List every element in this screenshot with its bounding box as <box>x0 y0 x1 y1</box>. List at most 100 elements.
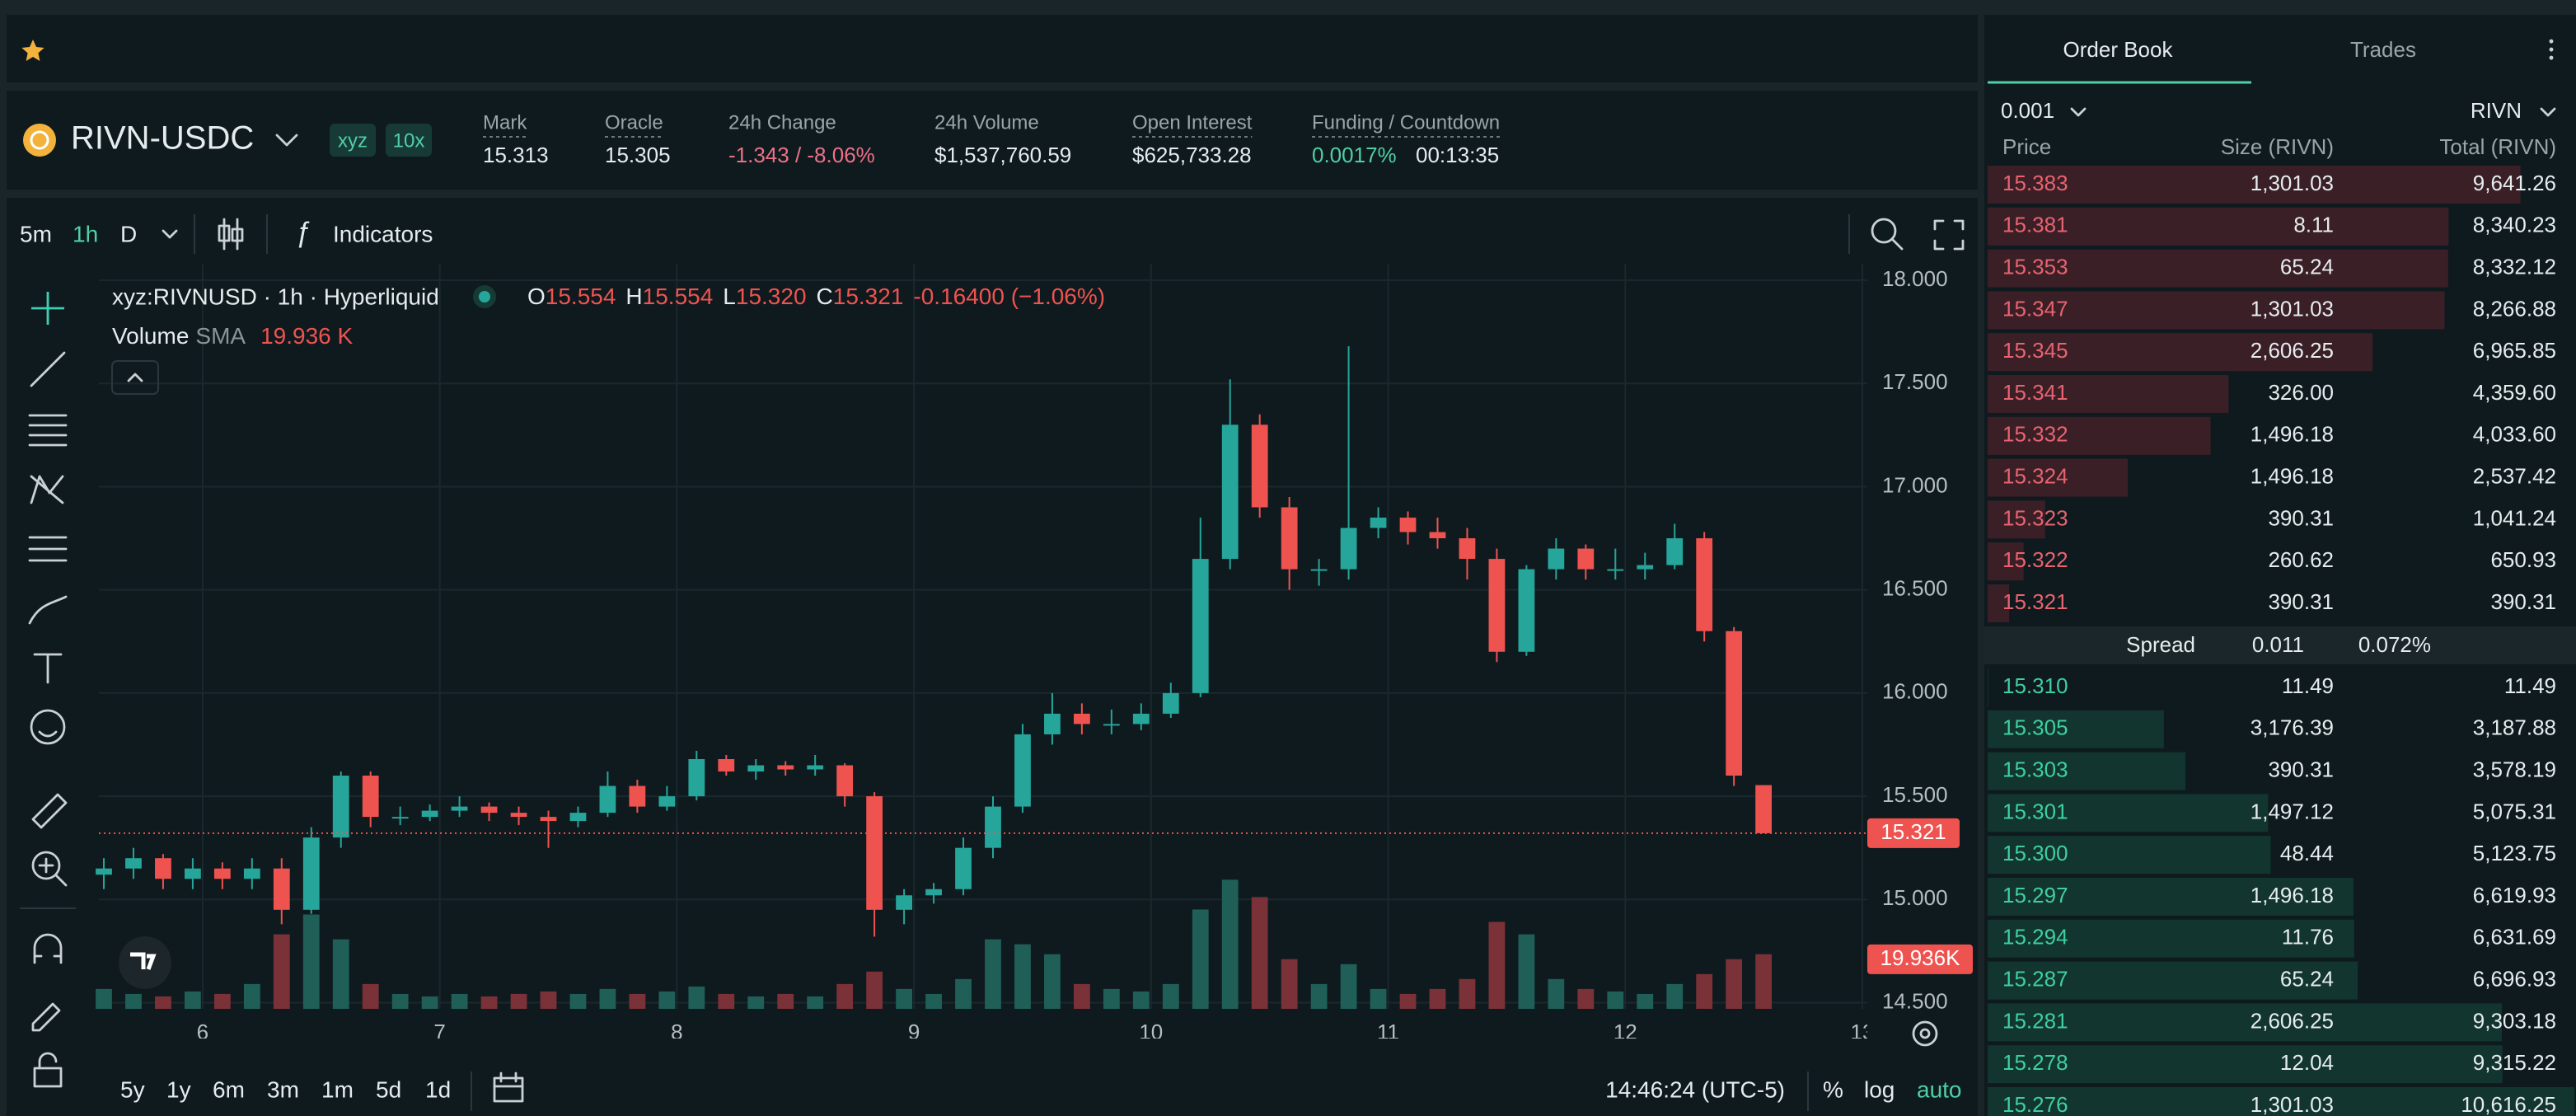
scale-option[interactable]: % <box>1823 1076 1843 1102</box>
scale-option[interactable]: auto <box>1917 1076 1962 1102</box>
symbol-dropdown[interactable] <box>275 134 298 147</box>
lock-tool[interactable] <box>33 1052 63 1088</box>
candle-body <box>688 758 705 797</box>
date-range-icon[interactable] <box>493 1071 524 1103</box>
price[interactable]: 15.301 <box>2002 799 2068 823</box>
size: 11.76 <box>2282 925 2334 950</box>
price[interactable]: 15.276 <box>2002 1092 2068 1116</box>
zoom-icon[interactable] <box>1871 218 1904 251</box>
range-button[interactable]: 5d <box>376 1076 401 1102</box>
price[interactable]: 15.305 <box>2002 715 2068 740</box>
indicators-button[interactable]: Indicators <box>333 221 433 246</box>
range-button[interactable]: 1m <box>321 1076 354 1102</box>
total: 3,578.19 <box>2473 757 2556 781</box>
price[interactable]: 15.287 <box>2002 966 2068 991</box>
candle-body <box>1310 569 1328 571</box>
tick-size[interactable]: 0.001 <box>2001 98 2054 123</box>
price[interactable]: 15.310 <box>2002 673 2068 698</box>
interval-button[interactable]: D <box>120 221 137 246</box>
candle-body <box>421 810 438 818</box>
price[interactable]: 15.278 <box>2002 1050 2068 1075</box>
volume-bar <box>1370 988 1387 1009</box>
volume-bar <box>688 986 705 1009</box>
tick-dropdown[interactable] <box>2070 107 2087 117</box>
brush-tool[interactable] <box>28 595 68 625</box>
top-bar <box>7 15 1978 82</box>
candle-body <box>1399 518 1417 532</box>
chart-settings-icon[interactable] <box>1912 1020 1938 1047</box>
price[interactable]: 15.341 <box>2002 380 2068 405</box>
interval-button[interactable]: 1h <box>73 221 98 246</box>
symbol[interactable]: RIVN-USDC <box>71 120 254 157</box>
tab[interactable]: Trades <box>2350 37 2416 62</box>
candle-body <box>1073 713 1090 724</box>
total: 9,641.26 <box>2473 171 2556 195</box>
ruler-tool[interactable] <box>31 793 68 829</box>
y-tick-label: 17.000 <box>1882 472 1948 497</box>
column-header: Size (RIVN) <box>2221 134 2334 159</box>
volume-bar <box>510 993 527 1009</box>
scale-option[interactable]: log <box>1864 1076 1895 1102</box>
price[interactable]: 15.321 <box>2002 589 2068 614</box>
price[interactable]: 15.297 <box>2002 883 2068 907</box>
price[interactable]: 15.323 <box>2002 505 2068 530</box>
candle-body <box>1666 538 1684 565</box>
price[interactable]: 15.381 <box>2002 213 2068 237</box>
tab[interactable]: Order Book <box>2063 37 2174 62</box>
volume-bar <box>836 983 854 1009</box>
price[interactable]: 15.383 <box>2002 171 2068 195</box>
price[interactable]: 15.294 <box>2002 925 2068 950</box>
volume-bar <box>1518 934 1535 1009</box>
depth-bar <box>1988 584 2010 622</box>
candle-body <box>1755 785 1773 833</box>
candle-type-icon[interactable] <box>218 218 244 251</box>
candle-body <box>243 868 260 879</box>
volume-bar <box>1014 944 1031 1009</box>
candle-body <box>807 765 824 770</box>
price[interactable]: 15.332 <box>2002 422 2068 447</box>
collapse-icon[interactable] <box>127 373 143 382</box>
fib-tool[interactable] <box>28 414 68 447</box>
price[interactable]: 15.303 <box>2002 757 2068 781</box>
interval-button[interactable]: 5m <box>20 221 52 246</box>
candle-body <box>273 868 290 910</box>
price[interactable]: 15.281 <box>2002 1008 2068 1033</box>
range-button[interactable]: 6m <box>213 1076 245 1102</box>
candle-body <box>1607 569 1624 571</box>
trendline-tool[interactable] <box>30 351 66 387</box>
range-button[interactable]: 3m <box>267 1076 299 1102</box>
ohlc-key: C <box>817 284 833 309</box>
zoom-tool[interactable] <box>31 851 68 887</box>
price[interactable]: 15.324 <box>2002 463 2068 488</box>
range-button[interactable]: 1d <box>425 1076 451 1102</box>
fullscreen-icon[interactable] <box>1933 219 1965 251</box>
ohlc-change: -0.16400 (−1.06%) <box>913 284 1105 309</box>
volume-bar <box>391 993 409 1009</box>
size-unit[interactable]: RIVN <box>2471 98 2522 123</box>
range-button[interactable]: 1y <box>166 1076 191 1102</box>
favorite-star[interactable] <box>21 40 44 61</box>
volume-legend: Volume SMA 19.936 K <box>112 323 354 349</box>
lock-drawing-tool[interactable] <box>31 1002 61 1032</box>
volume-bar <box>1637 993 1654 1009</box>
range-button[interactable]: 5y <box>120 1076 145 1102</box>
stat-label: Oracle <box>605 111 663 134</box>
pattern-tool[interactable] <box>30 475 64 504</box>
fx-icon[interactable]: ƒ <box>295 217 311 249</box>
price[interactable]: 15.300 <box>2002 841 2068 865</box>
price[interactable]: 15.347 <box>2002 296 2068 321</box>
price[interactable]: 15.345 <box>2002 338 2068 363</box>
emoji-tool[interactable] <box>30 709 66 745</box>
volume-bar <box>540 991 557 1009</box>
size: 1,301.03 <box>2250 171 2334 195</box>
magnet-tool[interactable] <box>33 933 63 964</box>
unit-dropdown[interactable] <box>2540 107 2556 117</box>
price[interactable]: 15.322 <box>2002 547 2068 572</box>
interval-dropdown[interactable] <box>162 229 178 239</box>
crosshair-tool[interactable] <box>31 292 64 325</box>
text-tool[interactable] <box>33 653 63 684</box>
candle-body <box>540 817 557 822</box>
price[interactable]: 15.353 <box>2002 254 2068 279</box>
prediction-tool[interactable] <box>28 536 68 562</box>
collapse-legend-button[interactable] <box>111 360 159 395</box>
